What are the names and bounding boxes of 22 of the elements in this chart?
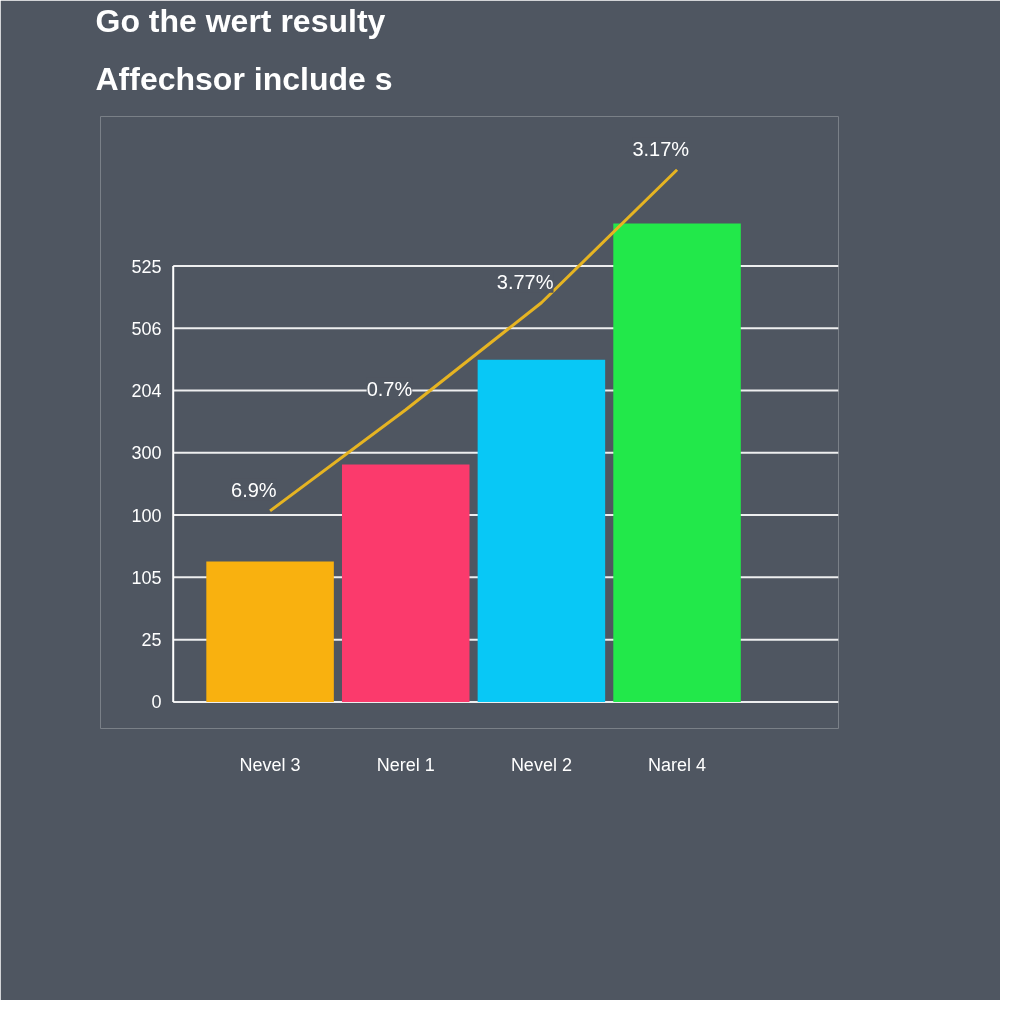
x-tick-label: Nevel 2 <box>510 754 572 775</box>
text: 25 <box>141 630 162 651</box>
annotation: 0.7% <box>366 377 413 400</box>
x-tick-label: Nerel 1 <box>376 754 435 775</box>
chart-title: Go the wert resulty <box>95 2 386 39</box>
x-tick-label: Nevel 3 <box>239 754 301 775</box>
bar <box>206 561 334 702</box>
bar <box>477 359 606 702</box>
annotation: 6.9% <box>231 478 277 501</box>
chart-subtitle: Affechsor include s <box>95 60 393 97</box>
x-tick-label: Narel 4 <box>648 754 707 775</box>
text: 204 <box>131 381 162 402</box>
text: 3.17% <box>632 137 690 160</box>
text: 300 <box>131 443 162 464</box>
text: 506 <box>131 318 162 339</box>
text: 525 <box>131 256 162 277</box>
bar <box>341 464 470 702</box>
text: 100 <box>131 505 162 526</box>
bar <box>613 223 741 702</box>
text: 0 <box>151 692 162 713</box>
text: 105 <box>131 567 162 588</box>
annotation: 3.77% <box>496 270 554 293</box>
